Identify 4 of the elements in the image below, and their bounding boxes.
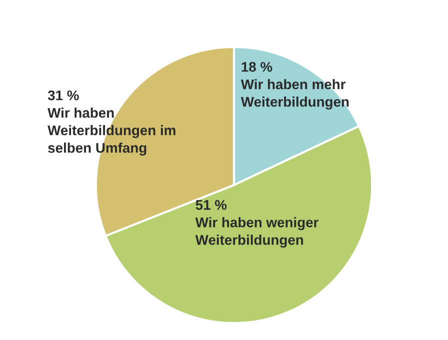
- slice-label: Wir haben weniger Weiterbildungen: [195, 217, 318, 248]
- data-label: 31 %: [48, 90, 79, 100]
- data-label: 18 %: [242, 62, 272, 72]
- data-label: 51 %: [196, 200, 227, 210]
